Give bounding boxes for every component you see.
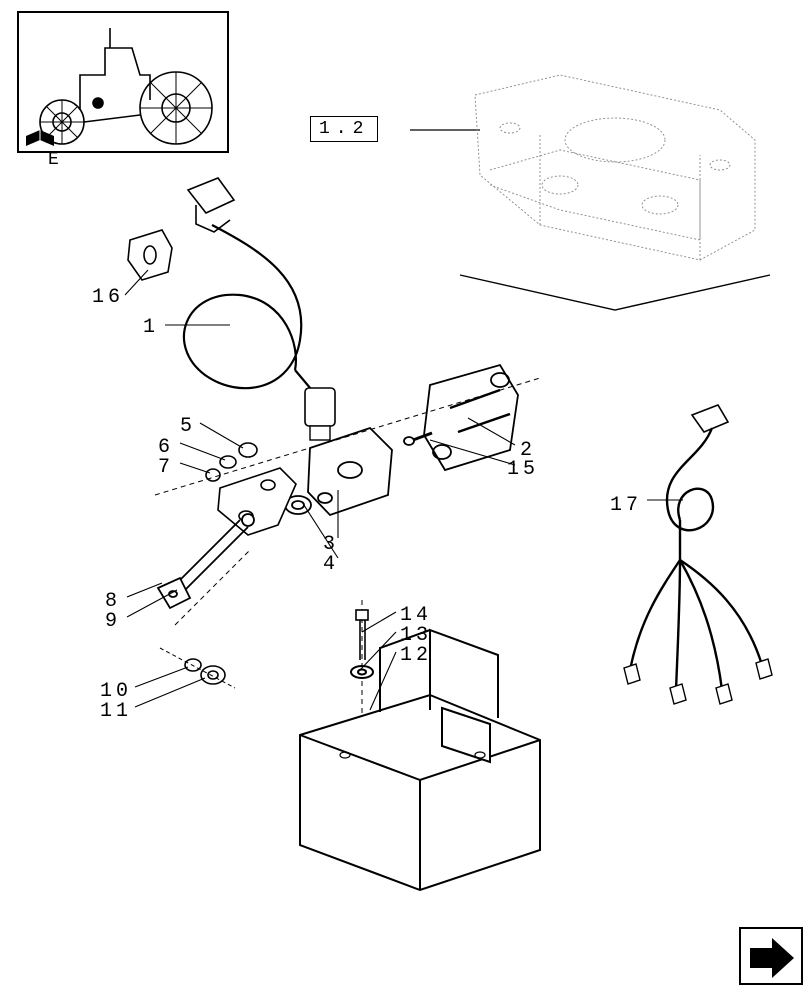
callout-1: 1 bbox=[143, 316, 159, 339]
locator-letter: E bbox=[48, 150, 61, 170]
part-cover-2-15 bbox=[404, 365, 518, 470]
callout-12: 12 bbox=[400, 644, 432, 667]
locator-tractor bbox=[18, 12, 228, 152]
part-16-bracket bbox=[128, 230, 172, 280]
callout-9: 9 bbox=[105, 610, 121, 633]
part-cable-1 bbox=[184, 178, 335, 440]
callout-4: 4 bbox=[323, 553, 339, 576]
callout-11: 11 bbox=[100, 700, 132, 723]
part-nuts-10-11 bbox=[160, 648, 235, 688]
callout-5: 5 bbox=[180, 415, 196, 438]
callout-7: 7 bbox=[158, 456, 174, 479]
housing-bracket bbox=[460, 275, 770, 310]
nav-next-icon[interactable] bbox=[740, 928, 802, 984]
part-harness-17 bbox=[624, 405, 772, 704]
part-housing bbox=[475, 75, 755, 260]
callout-16: 16 bbox=[92, 286, 124, 309]
callout-17: 17 bbox=[610, 494, 642, 517]
assembly-reference-box[interactable]: 1.2 bbox=[310, 116, 378, 142]
parts-diagram: E bbox=[0, 0, 812, 1000]
callout-15: 15 bbox=[507, 458, 539, 481]
assembly-reference-label: 1.2 bbox=[319, 119, 369, 139]
